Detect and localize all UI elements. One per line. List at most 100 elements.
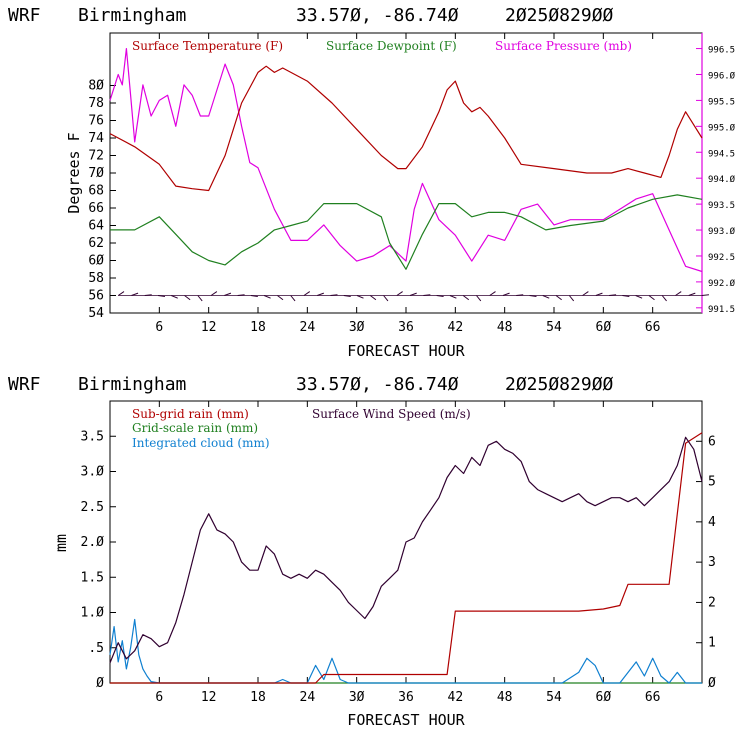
top-y2tick-label: 992.Ø: [708, 278, 736, 289]
bot-y2tick-label: Ø: [708, 676, 716, 691]
bot-xtick-label: 42: [448, 690, 464, 705]
wind-barb: [224, 292, 232, 296]
wind-barb: [635, 295, 643, 299]
wind-barb: [277, 295, 284, 301]
wind-barb: [449, 295, 457, 299]
bottom-header-coords: 33.57Ø, -86.74Ø: [296, 374, 459, 395]
top-ytick-label: 54: [88, 306, 104, 321]
top-ytick-label: 74: [88, 131, 104, 146]
top-y2tick-label: 992.5: [708, 253, 735, 263]
bottom-y-axis-label: mm: [52, 534, 70, 552]
bot-ytick-label: 2.Ø: [81, 535, 105, 550]
legend-integrated-cloud: Integrated cloud (mm): [132, 436, 270, 450]
bot-y2tick-label: 2: [708, 595, 716, 610]
bottom-x-ticks: 6 12 18 24 3Ø 36 42 48 54 6Ø 66: [155, 401, 660, 705]
top-ytick-label: 64: [88, 219, 104, 234]
legend-subgrid-rain: Sub-grid rain (mm): [132, 407, 249, 421]
integrated-cloud-line: [109, 618, 702, 684]
top-xtick-label: 6Ø: [596, 320, 612, 335]
bot-xtick-label: 12: [201, 690, 217, 705]
wind-barb: [595, 292, 603, 296]
wind-barb: [290, 295, 296, 302]
top-ytick-label: 72: [88, 149, 104, 164]
top-y2tick-label: 991.5: [708, 305, 735, 315]
top-y2tick-label: 994.5: [708, 149, 735, 159]
wind-barb: [356, 295, 364, 299]
bottom-y2-ticks: Ø 1 2 3 4 5 6: [696, 434, 716, 691]
wind-barb: [661, 295, 667, 302]
top-ytick-label: 76: [88, 114, 104, 129]
top-y2tick-label: 994.Ø: [708, 174, 736, 185]
top-header-model: WRF: [8, 5, 41, 26]
legend-gridscale-rain: Grid-scale rain (mm): [132, 421, 258, 435]
wind-barb: [701, 294, 710, 296]
top-ytick-label: 58: [88, 271, 104, 286]
wind-barb: [409, 292, 417, 296]
top-ytick-label: 6Ø: [88, 254, 104, 269]
wind-barb: [582, 291, 589, 296]
wind-barb: [370, 295, 377, 301]
top-ytick-label: 68: [88, 184, 104, 199]
bot-ytick-label: .5: [88, 641, 104, 656]
bot-ytick-label: Ø: [96, 676, 104, 691]
top-xtick-label: 18: [250, 320, 266, 335]
wind-barb: [131, 292, 139, 296]
wind-barb: [648, 295, 655, 301]
top-ytick-label: 78: [88, 96, 104, 111]
top-ytick-label: 62: [88, 236, 104, 251]
bot-ytick-label: 2.5: [81, 500, 104, 515]
bottom-header-model: WRF: [8, 374, 41, 395]
bot-xtick-label: 6: [155, 690, 163, 705]
top-ytick-label: 56: [88, 289, 104, 304]
bot-y2tick-label: 1: [708, 636, 716, 651]
bot-y2tick-label: 5: [708, 475, 716, 490]
bottom-header-run: 2Ø25Ø829ØØ: [505, 374, 614, 395]
dewpoint-line: [110, 194, 703, 270]
subgrid-rain-line: [110, 432, 703, 684]
top-xtick-label: 48: [497, 320, 513, 335]
pressure-line: [109, 48, 703, 273]
bot-xtick-label: 6Ø: [596, 690, 612, 705]
temperature-line: [109, 65, 703, 192]
top-y2tick-label: 996.Ø: [708, 70, 736, 81]
wind-barb: [462, 295, 470, 301]
wind-barb: [688, 292, 696, 296]
wind-barb: [303, 291, 311, 296]
top-y-ticks: 54 56 58 6Ø 62 64 66 68 7Ø 72 74 76 78 8Ø: [88, 79, 116, 321]
bottom-header-location: Birmingham: [78, 374, 186, 395]
legend-temperature: Surface Temperature (F): [132, 39, 283, 53]
top-xtick-label: 24: [300, 320, 316, 335]
bot-xtick-label: 3Ø: [349, 690, 365, 705]
wind-barb: [197, 295, 203, 302]
bot-ytick-label: 3.Ø: [81, 465, 105, 480]
wind-barb: [396, 291, 403, 296]
bot-xtick-label: 18: [250, 690, 266, 705]
top-y2tick-label: 993.5: [708, 201, 735, 211]
top-series-layer: [109, 48, 703, 273]
bot-xtick-label: 24: [300, 690, 316, 705]
top-y2-ticks: 991.5 992.Ø 992.5 993.Ø 993.5 994.Ø 994.5 995.Ø…: [696, 46, 736, 315]
top-xtick-label: 54: [546, 320, 562, 335]
bot-xtick-label: 66: [645, 690, 661, 705]
top-y-axis-label: Degrees F: [65, 132, 83, 213]
wind-barb: [489, 291, 496, 296]
wind-barb: [675, 291, 682, 296]
wind-barb: [317, 292, 324, 296]
top-y2tick-label: 995.5: [708, 97, 735, 107]
top-ytick-label: 7Ø: [88, 166, 104, 181]
bottom-series-layer: [109, 432, 703, 684]
top-y2tick-label: 993.Ø: [708, 226, 736, 237]
bot-y2tick-label: 6: [708, 434, 716, 449]
bot-xtick-label: 48: [497, 690, 513, 705]
wind-barbs: [117, 291, 710, 302]
wind-barb: [117, 291, 125, 296]
wind-barb: [210, 291, 218, 296]
legend-wind-speed: Surface Wind Speed (m/s): [312, 407, 471, 421]
legend-pressure: Surface Pressure (mb): [495, 39, 632, 53]
top-y2tick-label: 996.5: [708, 46, 735, 56]
top-header-coords: 33.57Ø, -86.74Ø: [296, 5, 459, 26]
wind-barb: [263, 295, 271, 299]
legend-dewpoint: Surface Dewpoint (F): [326, 39, 457, 53]
top-xtick-label: 36: [398, 320, 414, 335]
